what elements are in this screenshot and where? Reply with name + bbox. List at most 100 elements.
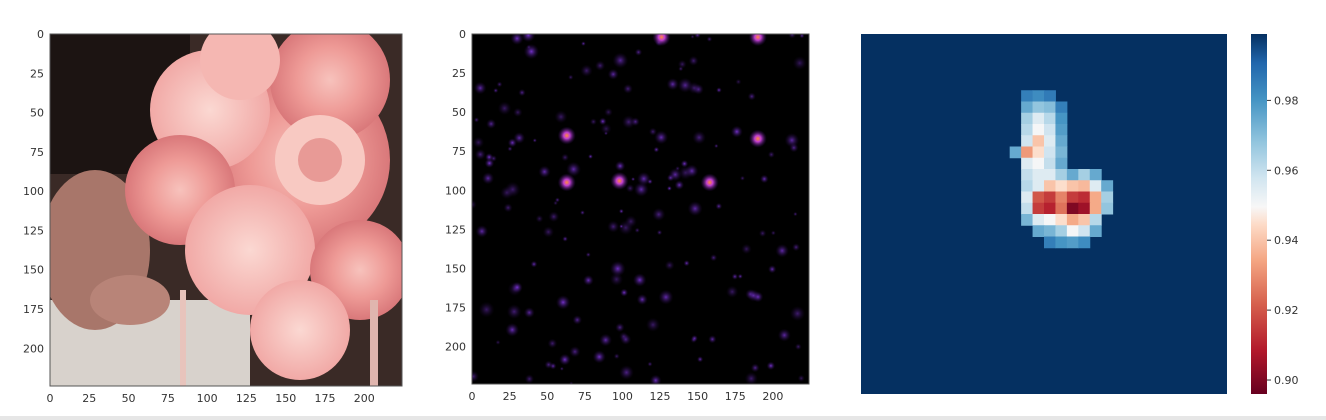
saliency-speck <box>580 210 585 216</box>
saliency-speck <box>581 41 586 46</box>
saliency-speck <box>592 350 606 364</box>
heatmap-cell <box>1055 236 1068 249</box>
saliency-speck <box>666 185 672 191</box>
heatmap-cell <box>1055 191 1068 204</box>
y-tick-label: 0 <box>459 28 466 41</box>
saliency-speck <box>569 346 581 358</box>
saliency-speck <box>553 200 558 206</box>
saliency-speck <box>799 34 805 39</box>
saliency-speck <box>547 338 558 349</box>
saliency-speck <box>532 138 537 143</box>
saliency-speck <box>511 281 523 293</box>
heatmap-cell <box>1089 225 1102 237</box>
saliency-speck <box>739 175 746 181</box>
y-tick-label: 125 <box>23 224 44 237</box>
heatmap-cell <box>1044 180 1056 192</box>
saliency-speck <box>664 260 675 271</box>
heatmap-cell <box>1078 191 1091 204</box>
heatmap-cell <box>1032 214 1045 226</box>
saliency-speck <box>675 165 681 172</box>
heatmap-cell <box>1021 191 1034 204</box>
saliency-speck <box>481 172 495 185</box>
y-tick-label: 200 <box>445 341 466 354</box>
saliency-speck <box>770 230 776 236</box>
saliency-speck <box>777 328 791 342</box>
saliency-speck <box>668 168 682 182</box>
y-tick-label: 75 <box>452 145 466 158</box>
saliency-speck <box>741 243 752 255</box>
heatmap-cell <box>1021 135 1034 147</box>
saliency-speck <box>621 115 636 129</box>
heatmap-cell <box>1089 180 1102 192</box>
heatmap-cell <box>1066 191 1079 204</box>
occlusion-panel <box>861 34 1227 394</box>
heatmap-cell <box>1055 169 1068 181</box>
saliency-speck <box>683 260 690 267</box>
heatmap-cell <box>1044 202 1056 215</box>
y-tick-label: 175 <box>445 301 466 314</box>
saliency-speck <box>555 295 571 310</box>
saliency-speck <box>612 52 629 69</box>
saliency-speck <box>583 274 594 286</box>
saliency-speck <box>747 92 756 101</box>
heatmap-cell <box>1066 214 1079 226</box>
saliency-speck <box>559 353 571 366</box>
colorbar-gradient <box>1251 34 1267 394</box>
heatmap-cell <box>1055 101 1068 114</box>
saliency-speck <box>513 132 526 144</box>
saliency-hot-spot <box>700 173 719 192</box>
heatmap-cell <box>1078 169 1091 181</box>
heatmap-cell <box>1032 202 1045 215</box>
heatmap-cell <box>1032 191 1045 204</box>
saliency-speck <box>645 317 661 332</box>
saliency-speck <box>572 315 583 325</box>
saliency-speck <box>588 154 593 159</box>
saliency-speck <box>609 260 626 277</box>
saliency-speck <box>538 165 551 178</box>
heatmap-cell <box>1032 169 1045 181</box>
saliency-speck <box>500 186 514 200</box>
saliency-speck <box>523 43 540 60</box>
heatmap-cell <box>1032 180 1045 192</box>
saliency-speck <box>623 83 633 94</box>
heatmap-cell <box>1032 225 1045 237</box>
x-tick-label: 0 <box>469 390 476 403</box>
heatmap-cell <box>1032 146 1045 159</box>
saliency-speck <box>656 229 663 236</box>
saliency-speck <box>589 118 597 126</box>
saliency-speck <box>793 211 798 217</box>
heatmap-cell <box>1044 236 1056 249</box>
saliency-panel <box>471 33 810 385</box>
saliency-speck <box>613 353 620 360</box>
saliency-speck <box>510 34 524 45</box>
x-tick-label: 100 <box>197 392 218 405</box>
saliency-speck <box>619 365 634 380</box>
saliency-speck <box>506 304 522 320</box>
heatmap-cell <box>1055 112 1068 125</box>
saliency-speck <box>760 174 769 184</box>
heatmap-cell <box>1044 90 1056 102</box>
heatmap-cell <box>1078 180 1091 192</box>
saliency-speck <box>486 118 497 129</box>
y-tick-label: 175 <box>23 303 44 316</box>
saliency-hot-spot <box>557 173 576 192</box>
saliency-speck <box>530 260 538 268</box>
y-tick-label: 50 <box>452 106 466 119</box>
saliency-speck <box>521 34 536 43</box>
saliency-speck <box>678 66 684 72</box>
heatmap-cell <box>1021 214 1034 226</box>
heatmap-cell <box>1032 90 1045 102</box>
heatmap-cell <box>1032 112 1045 125</box>
saliency-hot-spot <box>748 34 767 47</box>
saliency-speck <box>716 87 722 93</box>
heatmap-cell <box>1066 169 1079 181</box>
saliency-speck <box>598 117 607 126</box>
saliency-speck <box>654 130 669 145</box>
heatmap-cell <box>1055 180 1068 192</box>
x-tick-label: 25 <box>82 392 96 405</box>
saliency-speck <box>636 293 648 305</box>
y-tick-label: 100 <box>445 184 466 197</box>
x-tick-label: 125 <box>650 390 671 403</box>
saliency-speck <box>562 236 568 242</box>
x-tick-label: 125 <box>236 392 257 405</box>
